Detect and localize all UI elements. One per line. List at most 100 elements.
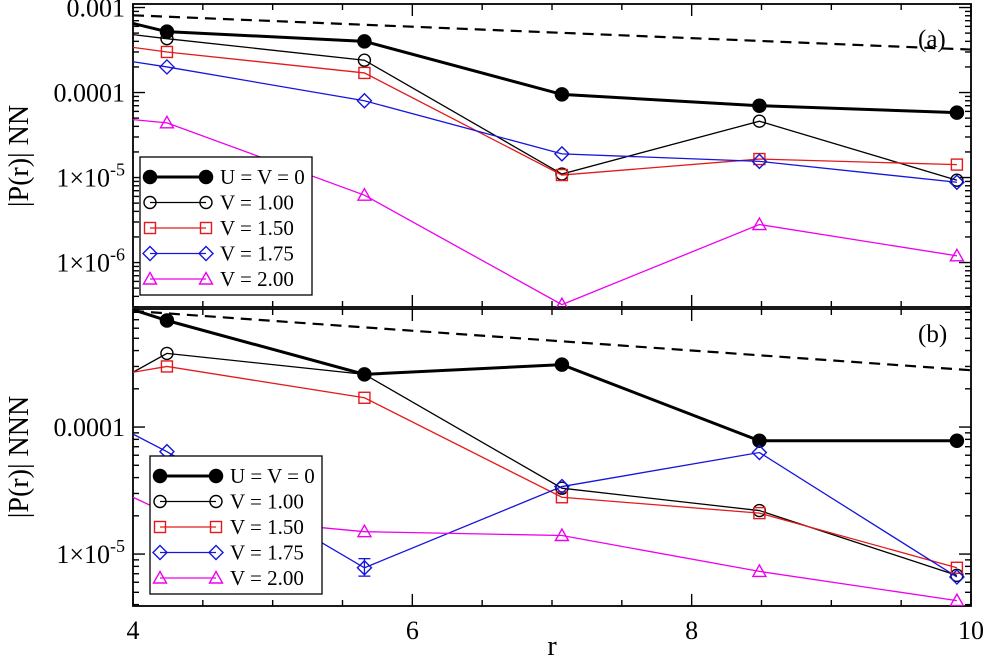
data-point xyxy=(357,367,372,382)
legend-label: V = 1.75 xyxy=(220,242,294,266)
legend-label: V = 1.50 xyxy=(230,515,304,539)
legend-marker xyxy=(198,245,214,262)
y-axis-label: |P(r)| NN xyxy=(4,105,35,207)
legend-box xyxy=(139,156,313,296)
data-point xyxy=(949,592,965,606)
data-point xyxy=(554,87,570,102)
x-tick-label: 8 xyxy=(685,616,698,645)
data-layer xyxy=(133,309,971,606)
panel-b: 4 6 8 10 0.0001 1×10-5 |P(r)| NNN r (b) U = V = 0… xyxy=(4,308,984,661)
y-tick-label: 1×10-5 xyxy=(56,160,125,193)
data-point xyxy=(555,168,569,182)
legend-marker xyxy=(209,520,223,534)
data-point xyxy=(356,187,373,201)
legend-marker xyxy=(208,570,224,584)
series-line xyxy=(133,21,957,115)
legend-label: V = 1.00 xyxy=(230,490,304,514)
data-point xyxy=(949,105,965,120)
legend-marker xyxy=(152,544,168,561)
legend: U = V = 0V = 1.00V = 1.50V = 1.75V = 2.0… xyxy=(149,455,323,595)
y-tick-label: 1×10-5 xyxy=(56,536,125,569)
data-point xyxy=(357,53,372,67)
legend-label: V = 1.75 xyxy=(230,541,304,565)
legend-marker xyxy=(199,221,213,235)
legend-marker xyxy=(142,169,158,185)
legend-box xyxy=(149,455,323,595)
data-point xyxy=(356,559,373,576)
data-point xyxy=(553,145,570,162)
series-line xyxy=(133,118,957,306)
legend-label: V = 1.00 xyxy=(220,191,294,215)
legend-marker xyxy=(199,195,213,210)
data-point xyxy=(159,313,175,328)
data-point xyxy=(160,360,174,373)
x-tick-label: 6 xyxy=(406,616,419,645)
panel-tag: (b) xyxy=(918,321,947,348)
legend-marker xyxy=(208,544,224,561)
data-point xyxy=(554,357,570,372)
y-tick-label: 0.0001 xyxy=(54,79,126,108)
data-point xyxy=(751,216,768,231)
legend-label: V = 1.50 xyxy=(220,216,294,240)
data-point xyxy=(950,158,964,171)
y-tick-label: 1×10-6 xyxy=(56,245,125,278)
legend-marker xyxy=(143,195,157,210)
data-point xyxy=(553,478,570,495)
data-point xyxy=(751,444,768,461)
data-point xyxy=(948,568,965,585)
reference-dashed-line xyxy=(133,309,971,372)
data-layer xyxy=(133,14,971,307)
legend-marker xyxy=(209,494,223,509)
data-point xyxy=(160,31,174,46)
data-point xyxy=(752,433,767,449)
data-point xyxy=(753,506,766,520)
legend-marker xyxy=(152,468,168,484)
data-point xyxy=(555,491,569,504)
legend-marker xyxy=(153,494,167,509)
legend-marker xyxy=(198,271,214,285)
data-point xyxy=(752,98,767,113)
legend-marker xyxy=(143,221,157,235)
reference-dashed-line xyxy=(133,14,971,51)
data-point xyxy=(752,114,767,128)
data-point xyxy=(554,527,570,542)
legend-label: U = V = 0 xyxy=(220,165,305,189)
data-point xyxy=(949,247,965,262)
data-point xyxy=(356,523,373,538)
legend-label: V = 2.00 xyxy=(220,267,294,291)
legend-marker xyxy=(152,570,168,584)
data-point xyxy=(159,114,175,129)
data-point xyxy=(751,563,768,578)
data-point xyxy=(358,66,371,80)
data-point xyxy=(949,433,965,449)
legend-marker xyxy=(198,169,214,185)
data-point xyxy=(950,173,964,187)
x-tick-label: 10 xyxy=(958,616,984,645)
data-point xyxy=(751,153,768,170)
legend-label: V = 2.00 xyxy=(230,566,304,590)
data-point xyxy=(356,92,373,109)
data-point xyxy=(160,346,174,361)
series-line xyxy=(133,433,958,578)
data-point xyxy=(948,174,965,191)
x-axis-label: r xyxy=(547,631,557,661)
data-point xyxy=(159,24,175,39)
data-point xyxy=(158,58,175,75)
y-tick-label: 0.0001 xyxy=(54,413,126,442)
legend-marker xyxy=(142,245,158,262)
series-line xyxy=(133,309,957,443)
legend-marker xyxy=(142,271,158,285)
legend-label: U = V = 0 xyxy=(230,464,315,488)
y-tick-label: 0.001 xyxy=(67,0,126,23)
legend-marker xyxy=(153,520,167,534)
data-point xyxy=(160,45,174,59)
x-tick-label: 4 xyxy=(127,616,140,645)
legend-marker xyxy=(208,468,224,484)
data-point xyxy=(556,296,568,307)
data-point xyxy=(358,391,371,404)
data-point xyxy=(357,34,372,49)
data-point xyxy=(950,561,964,574)
y-axis-label: |P(r)| NNN xyxy=(4,396,35,518)
